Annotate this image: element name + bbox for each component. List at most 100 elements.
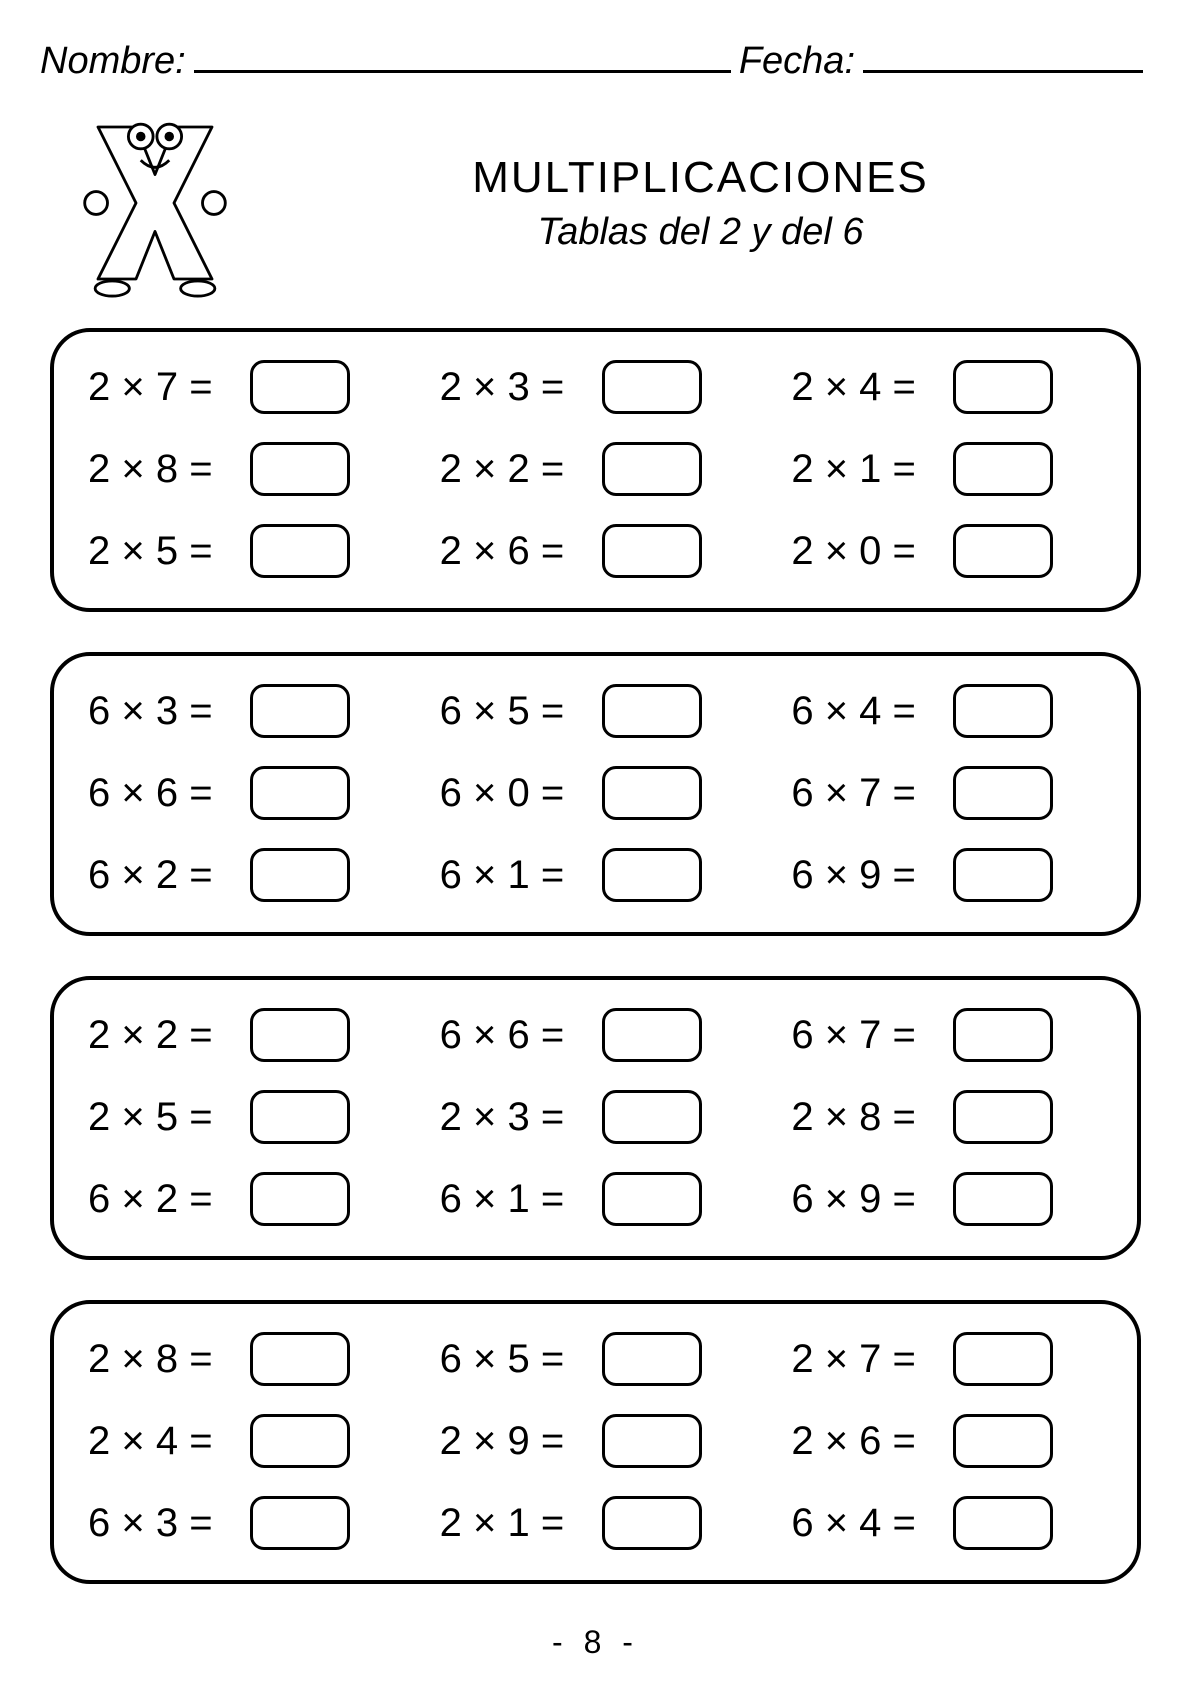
problem: 6 × 6 =: [440, 1008, 752, 1062]
problem-expression: 6 × 1 =: [440, 853, 590, 898]
answer-box[interactable]: [953, 1414, 1053, 1468]
problem: 2 × 7 =: [88, 360, 400, 414]
problem-expression: 6 × 6 =: [440, 1013, 590, 1058]
answer-box[interactable]: [602, 1496, 702, 1550]
answer-box[interactable]: [953, 766, 1053, 820]
problem: 2 × 7 =: [791, 1332, 1103, 1386]
problem-expression: 2 × 6 =: [440, 529, 590, 574]
answer-box[interactable]: [250, 1172, 350, 1226]
problem-expression: 2 × 4 =: [88, 1419, 238, 1464]
answer-box[interactable]: [953, 1172, 1053, 1226]
answer-box[interactable]: [602, 1414, 702, 1468]
problem: 2 × 6 =: [791, 1414, 1103, 1468]
problem: 2 × 8 =: [88, 442, 400, 496]
answer-box[interactable]: [953, 1496, 1053, 1550]
problem-expression: 6 × 0 =: [440, 771, 590, 816]
answer-box[interactable]: [602, 766, 702, 820]
answer-box[interactable]: [250, 1090, 350, 1144]
problem-expression: 2 × 2 =: [440, 447, 590, 492]
answer-box[interactable]: [602, 1008, 702, 1062]
answer-box[interactable]: [602, 524, 702, 578]
problem: 2 × 4 =: [791, 360, 1103, 414]
answer-box[interactable]: [602, 1090, 702, 1144]
problem: 2 × 4 =: [88, 1414, 400, 1468]
problem: 2 × 1 =: [440, 1496, 752, 1550]
problem: 6 × 3 =: [88, 1496, 400, 1550]
problem-expression: 2 × 8 =: [88, 447, 238, 492]
problem: 6 × 1 =: [440, 1172, 752, 1226]
answer-box[interactable]: [602, 1332, 702, 1386]
problem-expression: 2 × 7 =: [88, 365, 238, 410]
problem-expression: 2 × 5 =: [88, 529, 238, 574]
problem-expression: 2 × 5 =: [88, 1095, 238, 1140]
problem-expression: 2 × 0 =: [791, 529, 941, 574]
title-main: MULTIPLICACIONES: [250, 153, 1151, 203]
answer-box[interactable]: [953, 524, 1053, 578]
problem: 2 × 3 =: [440, 1090, 752, 1144]
date-label: Fecha:: [739, 40, 855, 83]
problem-expression: 2 × 4 =: [791, 365, 941, 410]
worksheet-page: Nombre: Fecha:: [0, 0, 1191, 1684]
answer-box[interactable]: [953, 442, 1053, 496]
problem-expression: 2 × 8 =: [791, 1095, 941, 1140]
problem: 2 × 2 =: [88, 1008, 400, 1062]
problem-expression: 2 × 2 =: [88, 1013, 238, 1058]
problem-expression: 2 × 1 =: [440, 1501, 590, 1546]
answer-box[interactable]: [602, 848, 702, 902]
answer-box[interactable]: [250, 684, 350, 738]
answer-box[interactable]: [250, 360, 350, 414]
answer-box[interactable]: [250, 766, 350, 820]
multiplication-mascot-icon: [60, 108, 250, 298]
answer-box[interactable]: [250, 1414, 350, 1468]
problem: 6 × 9 =: [791, 848, 1103, 902]
problem: 6 × 9 =: [791, 1172, 1103, 1226]
problem: 6 × 5 =: [440, 684, 752, 738]
groups-container: 2 × 7 = 2 × 3 = 2 × 4 = 2 × 8 = 2 × 2 = 2 × 1…: [40, 328, 1151, 1584]
answer-box[interactable]: [250, 848, 350, 902]
answer-box[interactable]: [953, 1332, 1053, 1386]
problem-expression: 6 × 1 =: [440, 1177, 590, 1222]
problem: 6 × 2 =: [88, 848, 400, 902]
answer-box[interactable]: [602, 684, 702, 738]
problem-expression: 6 × 5 =: [440, 1337, 590, 1382]
answer-box[interactable]: [953, 1090, 1053, 1144]
problem-expression: 6 × 3 =: [88, 1501, 238, 1546]
problem-expression: 6 × 4 =: [791, 1501, 941, 1546]
answer-box[interactable]: [602, 442, 702, 496]
problem-expression: 6 × 4 =: [791, 689, 941, 734]
problem: 2 × 9 =: [440, 1414, 752, 1468]
problem: 6 × 2 =: [88, 1172, 400, 1226]
answer-box[interactable]: [250, 442, 350, 496]
answer-box[interactable]: [250, 1008, 350, 1062]
name-label: Nombre:: [40, 40, 186, 83]
problem-expression: 6 × 2 =: [88, 1177, 238, 1222]
problem: 2 × 2 =: [440, 442, 752, 496]
problem-expression: 6 × 9 =: [791, 1177, 941, 1222]
problem-group: 2 × 2 =6 × 6 =6 × 7 =2 × 5 =2 × 3 =2 × 8…: [50, 976, 1141, 1260]
problem-expression: 2 × 8 =: [88, 1337, 238, 1382]
name-blank[interactable]: [194, 41, 731, 73]
answer-box[interactable]: [953, 1008, 1053, 1062]
title-text: MULTIPLICACIONES Tablas del 2 y del 6: [250, 153, 1151, 254]
problem-group: 6 × 3 =6 × 5 =6 × 4 =6 × 6 =6 × 0 =6 × 7…: [50, 652, 1141, 936]
title-sub: Tablas del 2 y del 6: [250, 211, 1151, 254]
answer-box[interactable]: [953, 848, 1053, 902]
problem-expression: 2 × 9 =: [440, 1419, 590, 1464]
answer-box[interactable]: [953, 360, 1053, 414]
problem: 6 × 0 =: [440, 766, 752, 820]
problem: 6 × 4 =: [791, 684, 1103, 738]
problem: 2 × 5 =: [88, 524, 400, 578]
answer-box[interactable]: [602, 1172, 702, 1226]
answer-box[interactable]: [250, 524, 350, 578]
answer-box[interactable]: [250, 1332, 350, 1386]
answer-box[interactable]: [953, 684, 1053, 738]
answer-box[interactable]: [250, 1496, 350, 1550]
date-blank[interactable]: [863, 41, 1143, 73]
problem-expression: 6 × 7 =: [791, 771, 941, 816]
page-number: - 8 -: [40, 1624, 1151, 1661]
problem: 6 × 6 =: [88, 766, 400, 820]
problem-expression: 6 × 9 =: [791, 853, 941, 898]
problem: 2 × 5 =: [88, 1090, 400, 1144]
answer-box[interactable]: [602, 360, 702, 414]
problem-expression: 6 × 6 =: [88, 771, 238, 816]
